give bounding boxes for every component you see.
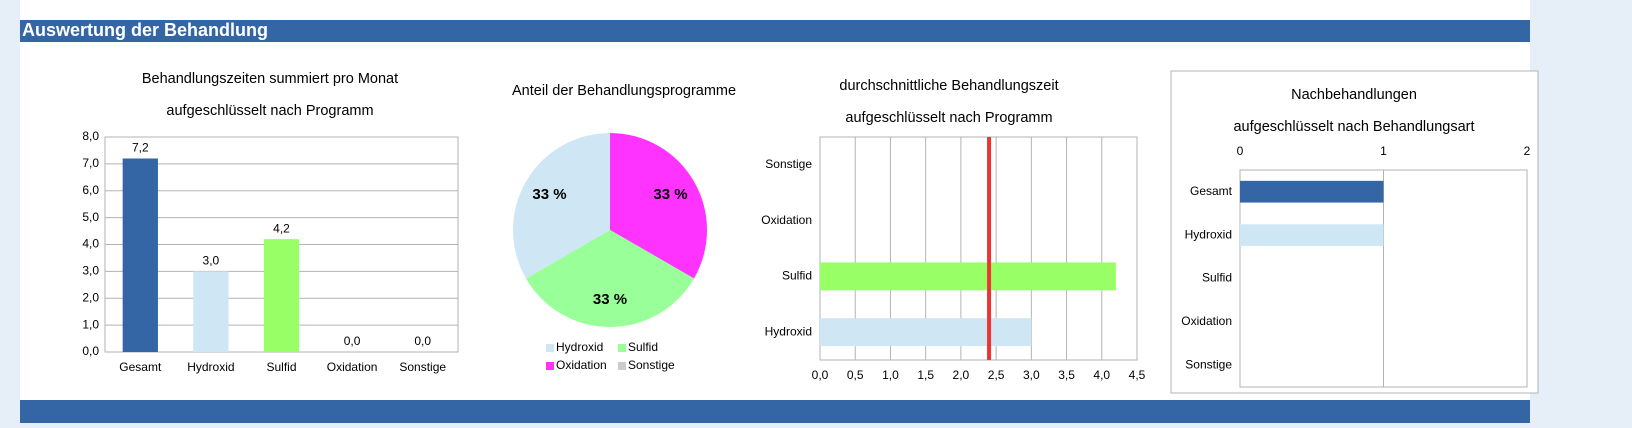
pie-slice — [513, 133, 610, 279]
y-tick-label: Hydroxid — [765, 324, 812, 338]
x-tick-label: 4,5 — [1129, 368, 1146, 382]
x-tick-label: Hydroxid — [187, 360, 234, 374]
x-tick-label: 3,0 — [1023, 368, 1040, 382]
y-tick-label: 7,0 — [82, 156, 99, 170]
x-tick-label: 4,0 — [1093, 368, 1110, 382]
y-tick-label: 0,0 — [82, 344, 99, 358]
value-label: 0,0 — [344, 334, 361, 348]
value-label: 33 % — [653, 186, 687, 203]
chart-title: aufgeschlüsselt nach Behandlungsart — [1233, 119, 1474, 135]
x-tick-label: 2 — [1524, 144, 1531, 158]
value-label: 33 % — [593, 291, 627, 308]
x-tick-label: 2,0 — [953, 368, 970, 382]
chart-title: Anteil der Behandlungsprogramme — [512, 83, 736, 99]
section-header — [20, 20, 1530, 42]
bar — [1240, 224, 1384, 246]
y-tick-label: Sulfid — [1202, 271, 1232, 285]
y-tick-label: 6,0 — [82, 183, 99, 197]
chart-title: durchschnittliche Behandlungszeit — [839, 78, 1058, 94]
bar — [820, 318, 1032, 347]
x-tick-label: Sulfid — [266, 360, 296, 374]
section-title: Auswertung der Behandlung — [22, 20, 268, 40]
legend-label: Oxidation — [556, 358, 607, 372]
chart-title: aufgeschlüsselt nach Programm — [166, 103, 373, 119]
bar — [1240, 180, 1384, 203]
x-tick-label: 0 — [1237, 144, 1244, 158]
x-tick-label: 3,5 — [1058, 368, 1075, 382]
x-tick-label: Sonstige — [399, 360, 446, 374]
y-tick-label: 3,0 — [82, 264, 99, 278]
legend-swatch — [618, 362, 626, 370]
x-tick-label: 1,5 — [917, 368, 934, 382]
y-tick-label: 5,0 — [82, 210, 99, 224]
y-tick-label: Sonstige — [1185, 357, 1232, 371]
y-tick-label: 8,0 — [82, 129, 99, 143]
value-label: 4,2 — [273, 221, 290, 235]
x-tick-label: Oxidation — [327, 360, 378, 374]
value-label: 7,2 — [132, 141, 149, 155]
chart-title: aufgeschlüsselt nach Programm — [845, 110, 1052, 126]
chart-title: Behandlungszeiten summiert pro Monat — [142, 71, 398, 87]
plot-border — [819, 136, 1138, 361]
x-tick-label: 2,5 — [988, 368, 1005, 382]
section-header-next — [20, 400, 1530, 423]
y-tick-label: Hydroxid — [1185, 227, 1232, 241]
x-tick-label: 1 — [1380, 144, 1387, 158]
legend-label: Hydroxid — [556, 340, 603, 354]
pie-slice — [525, 230, 695, 327]
x-tick-label: 0,5 — [847, 368, 864, 382]
legend-label: Sonstige — [628, 358, 675, 372]
bar — [263, 239, 300, 352]
legend-label: Sulfid — [628, 340, 658, 354]
y-tick-label: 1,0 — [82, 317, 99, 331]
legend-swatch — [546, 344, 554, 352]
y-tick-label: 4,0 — [82, 237, 99, 251]
y-tick-label: Oxidation — [1181, 314, 1232, 328]
y-tick-label: 2,0 — [82, 290, 99, 304]
plot-border — [1239, 169, 1528, 388]
y-tick-label: Sulfid — [782, 269, 812, 283]
pie-slice — [610, 133, 707, 279]
value-label: 33 % — [532, 186, 566, 203]
x-tick-label: 1,0 — [882, 368, 899, 382]
y-tick-label: Gesamt — [1190, 184, 1233, 198]
bar — [820, 262, 1116, 291]
bar — [122, 158, 158, 352]
legend-swatch — [546, 362, 554, 370]
legend-swatch — [618, 344, 626, 352]
x-tick-label: 0,0 — [812, 368, 829, 382]
chart-title: Nachbehandlungen — [1291, 87, 1417, 103]
y-tick-label: Oxidation — [761, 213, 812, 227]
value-label: 3,0 — [203, 254, 220, 268]
x-tick-label: Gesamt — [119, 360, 162, 374]
value-label: 0,0 — [414, 334, 431, 348]
bar — [193, 271, 229, 352]
y-tick-label: Sonstige — [765, 157, 812, 171]
